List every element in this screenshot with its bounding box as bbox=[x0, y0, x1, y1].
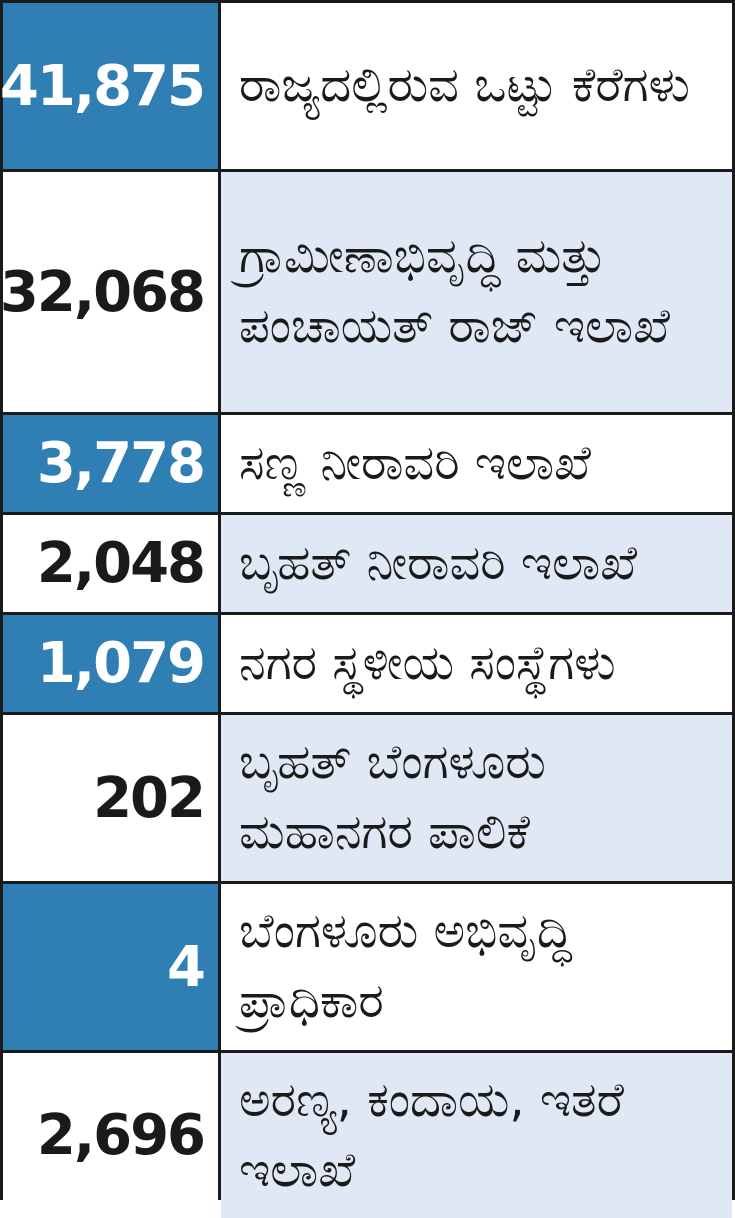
label-rural-development: ಗ್ರಾಮೀಣಾಭಿವೃದ್ಧಿ ಮತ್ತು ಪಂಚಾಯತ್ ರಾಜ್ ಇಲಾಖ… bbox=[221, 172, 732, 412]
value-minor-irrigation: 3,778 bbox=[3, 415, 218, 512]
label-total-lakes: ರಾಜ್ಯದಲ್ಲಿರುವ ಒಟ್ಟು ಕೆರೆಗಳು bbox=[221, 3, 732, 169]
label-urban-local-bodies: ನಗರ ಸ್ಥಳೀಯ ಸಂಸ್ಥೆಗಳು bbox=[221, 615, 732, 712]
label-forest-revenue-other: ಅರಣ್ಯ, ಕಂದಾಯ, ಇತರೆ ಇಲಾಖೆ bbox=[221, 1053, 732, 1218]
value-bda: 4 bbox=[3, 884, 218, 1050]
value-rural-development: 32,068 bbox=[0, 172, 218, 412]
value-major-irrigation: 2,048 bbox=[3, 515, 218, 612]
label-bbmp: ಬೃಹತ್ ಬೆಂಗಳೂರು ಮಹಾನಗರ ಪಾಲಿಕೆ bbox=[221, 715, 732, 881]
label-minor-irrigation: ಸಣ್ಣ ನೀರಾವರಿ ಇಲಾಖೆ bbox=[221, 415, 732, 512]
value-total-lakes: 41,875 bbox=[0, 3, 218, 169]
value-bbmp: 202 bbox=[3, 715, 218, 881]
value-urban-local-bodies: 1,079 bbox=[3, 615, 218, 712]
label-bda: ಬೆಂಗಳೂರು ಅಭಿವೃದ್ಧಿ ಪ್ರಾಧಿಕಾರ bbox=[221, 884, 732, 1050]
label-major-irrigation: ಬೃಹತ್ ನೀರಾವರಿ ಇಲಾಖೆ bbox=[221, 515, 732, 612]
value-forest-revenue-other: 2,696 bbox=[3, 1053, 218, 1218]
